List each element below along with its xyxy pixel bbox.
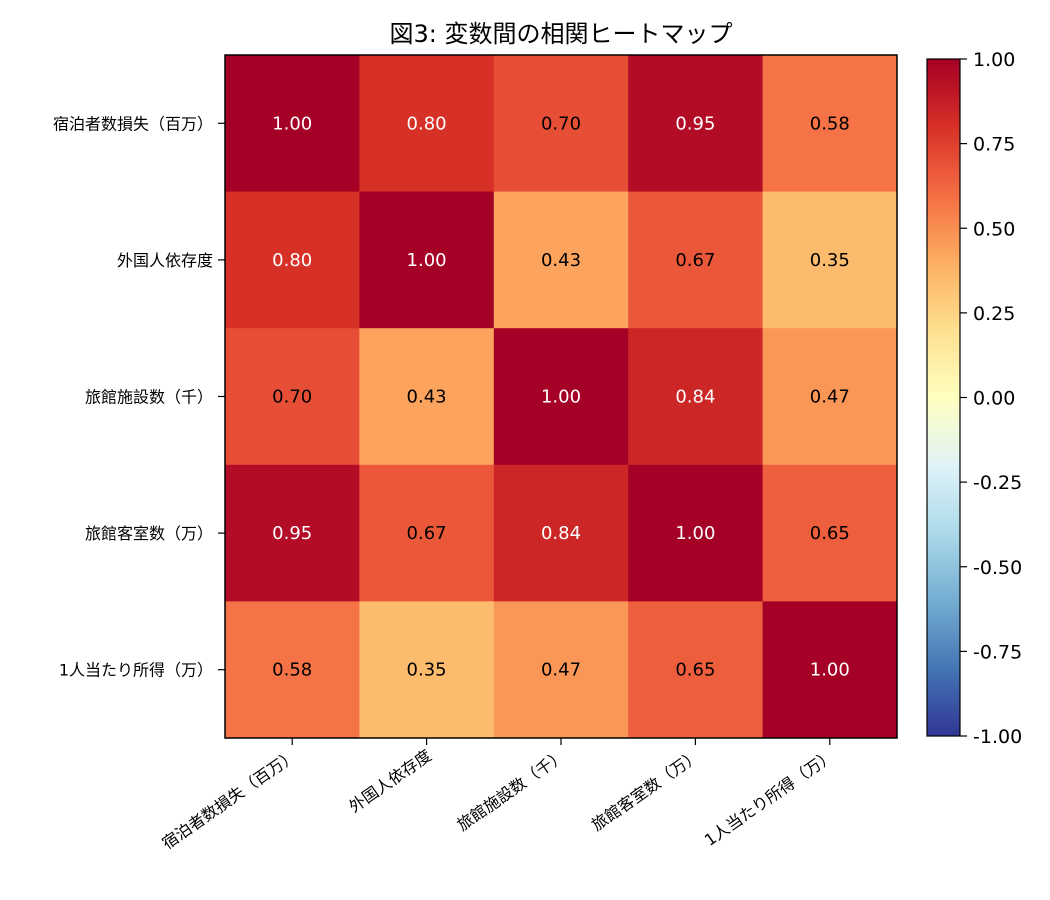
y-tick-label: 1人当たり所得（万）: [59, 661, 213, 680]
colorbar-tick-label: -0.50: [973, 557, 1022, 579]
cell-value-label: 0.47: [541, 660, 581, 681]
heatmap-cell: [225, 55, 360, 193]
cell-value-label: 0.67: [407, 523, 447, 544]
cell-value-label: 1.00: [272, 113, 312, 134]
heatmap-cell: [225, 191, 360, 329]
heatmap-cell: [225, 464, 360, 602]
cell-value-label: 0.67: [675, 250, 715, 271]
cell-value-label: 1.00: [541, 387, 581, 408]
heatmap-cell: [628, 464, 764, 602]
cell-value-label: 0.95: [675, 113, 715, 134]
cell-value-label: 0.35: [407, 660, 447, 681]
colorbar: 1.00 0.75 0.50 0.25 0.00 -0.25 -0.50 -0.75 -1.00: [926, 49, 1022, 748]
colorbar-tick-label: 1.00: [973, 49, 1015, 71]
cell-value-label: 0.84: [675, 387, 715, 408]
cell-value-label: 0.65: [810, 523, 850, 544]
heatmap-cells: 1.00 0.80 0.70 0.95 0.58 0.80 1.00 0.43 0.67 0.35…: [225, 55, 898, 739]
colorbar-tick-label: 0.25: [973, 303, 1015, 325]
colorbar-tick-label: -1.00: [973, 726, 1022, 748]
cell-value-label: 0.95: [272, 523, 312, 544]
heatmap-cell: [225, 328, 360, 466]
cell-value-label: 0.58: [810, 113, 850, 134]
heatmap-cell: [762, 464, 898, 602]
cell-value-label: 0.70: [272, 387, 312, 408]
colorbar-tick-label: -0.25: [973, 472, 1022, 494]
cell-value-label: 0.84: [541, 523, 581, 544]
x-tick-label: 旅館施設数（千）: [454, 746, 570, 835]
chart-title: 図3: 変数間の相関ヒートマップ: [390, 20, 733, 48]
cell-value-label: 0.43: [407, 387, 447, 408]
heatmap-cell: [493, 55, 629, 193]
cell-value-label: 0.47: [810, 387, 850, 408]
colorbar-tick-label: -0.75: [973, 641, 1022, 663]
y-tick-label: 旅館施設数（千）: [85, 388, 213, 407]
heatmap-cell: [493, 191, 629, 329]
cell-value-label: 0.43: [541, 250, 581, 271]
colorbar-tick-label: 0.75: [973, 134, 1015, 156]
heatmap-cell: [628, 55, 764, 193]
cell-value-label: 1.00: [407, 250, 447, 271]
heatmap-cell: [628, 328, 764, 466]
cell-value-label: 0.58: [272, 660, 312, 681]
heatmap-cell: [359, 191, 495, 329]
cell-value-label: 0.80: [272, 250, 312, 271]
cell-value-label: 0.35: [810, 250, 850, 271]
y-tick-label: 旅館客室数（万）: [85, 524, 213, 543]
heatmap-cell: [225, 601, 360, 739]
cell-value-label: 1.00: [675, 523, 715, 544]
heatmap-cell: [359, 464, 495, 602]
cell-value-label: 0.65: [675, 660, 715, 681]
heatmap-cell: [628, 191, 764, 329]
x-tick-label: 1人当たり所得（万）: [701, 746, 838, 850]
x-axis-labels: 宿泊者数損失（百万） 外国人依存度 旅館施設数（千） 旅館客室数（万）1人当たり所得（…: [159, 738, 838, 853]
heatmap-cell: [359, 328, 495, 466]
heatmap-cell: [762, 191, 898, 329]
heatmap-cell: [493, 328, 629, 466]
heatmap-cell: [762, 601, 898, 739]
colorbar-tick-label: 0.50: [973, 218, 1015, 240]
colorbar-tick-label: 0.00: [973, 388, 1015, 410]
x-tick-label: 外国人依存度: [345, 746, 435, 817]
y-tick-label: 宿泊者数損失（百万）: [53, 114, 213, 133]
x-tick-label: 旅館客室数（万）: [588, 746, 704, 835]
heatmap-cell: [493, 464, 629, 602]
cell-value-label: 0.70: [541, 113, 581, 134]
heatmap-cell: [628, 601, 764, 739]
heatmap-cell: [762, 328, 898, 466]
cell-value-label: 0.80: [407, 113, 447, 134]
colorbar-gradient: [926, 58, 961, 737]
heatmap-cell: [493, 601, 629, 739]
x-tick-label: 宿泊者数損失（百万）: [159, 746, 301, 853]
heatmap-cell: [359, 55, 495, 193]
plot-frame: [224, 54, 898, 739]
y-tick-label: 外国人依存度: [117, 251, 213, 270]
heatmap-cell: [762, 55, 898, 193]
cell-value-label: 1.00: [810, 660, 850, 681]
heatmap-cell: [359, 601, 495, 739]
